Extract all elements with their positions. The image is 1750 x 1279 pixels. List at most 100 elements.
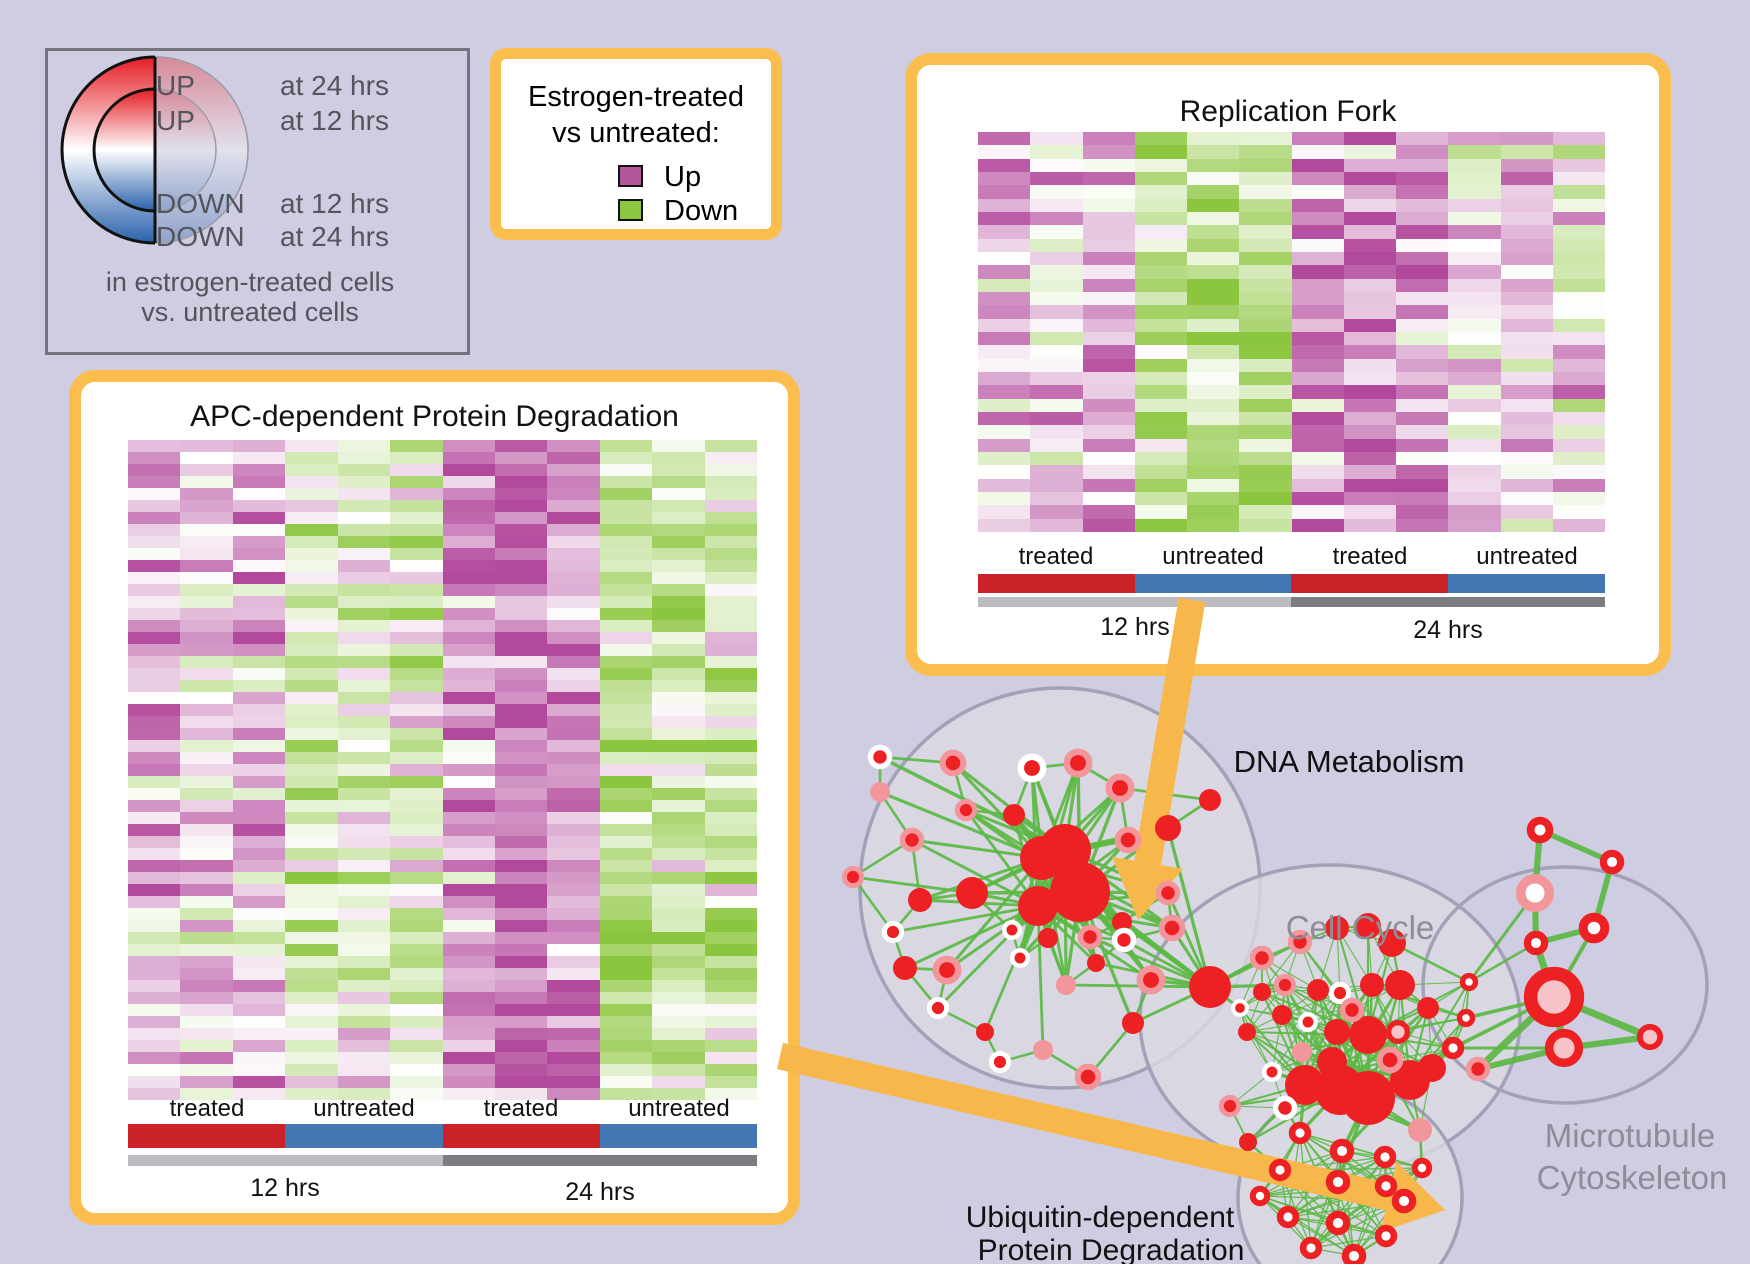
heatmap-cell <box>599 968 653 980</box>
heatmap-cell <box>1343 505 1396 519</box>
heatmap-cell <box>547 968 600 980</box>
heatmap-cell <box>494 812 548 824</box>
network-edge <box>1301 1031 1338 1053</box>
network-node <box>1020 836 1064 880</box>
network-edge <box>1397 1017 1467 1033</box>
heatmap-cell <box>1291 145 1344 159</box>
heatmap-cell <box>1134 251 1187 266</box>
heatmap-cell <box>232 992 286 1004</box>
network-edge <box>1041 1048 1090 1079</box>
heatmap-cell <box>547 1040 600 1052</box>
heatmap-cell <box>599 1040 653 1052</box>
network-edge <box>1336 992 1341 1033</box>
heatmap-cell <box>180 644 233 656</box>
network-edge <box>1338 1046 1455 1092</box>
heatmap-cell <box>1030 171 1083 186</box>
network-node <box>1292 1042 1312 1062</box>
network-edge <box>1279 1169 1312 1249</box>
heatmap-cell <box>547 584 600 596</box>
network-edge <box>1338 1088 1422 1132</box>
heatmap-cell <box>1396 211 1449 226</box>
network-edge <box>1338 991 1370 1100</box>
heatmap-cell <box>1082 278 1135 292</box>
network-edge <box>1389 1059 1433 1069</box>
heatmap-cell <box>494 572 548 584</box>
heatmap-cell <box>978 132 1031 146</box>
down-label: Down <box>664 195 739 227</box>
heatmap-cell <box>128 668 181 680</box>
network-edge <box>1304 1061 1333 1086</box>
heatmap-cell <box>232 644 286 656</box>
heatmap-cell <box>494 848 548 860</box>
heatmap-cell <box>1552 385 1605 399</box>
network-edge <box>1316 988 1342 1092</box>
heatmap-cell <box>442 800 495 812</box>
heatmap-cell <box>442 1064 495 1076</box>
heatmap-cell <box>285 476 338 488</box>
network-edge <box>1208 985 1242 1010</box>
network-edge <box>1036 904 1174 930</box>
heatmap-cell <box>128 944 181 956</box>
network-edge <box>1259 1195 1312 1249</box>
network-edge <box>1304 1021 1309 1086</box>
heatmap-cell <box>652 440 705 452</box>
heatmap-cell <box>442 536 495 548</box>
heatmap-cell <box>494 668 548 680</box>
heatmap-cell <box>1343 438 1396 452</box>
heatmap-cell <box>1552 518 1605 532</box>
network-edge <box>1351 984 1401 1011</box>
heatmap-cell <box>1239 251 1292 266</box>
network-node <box>1385 970 1415 1000</box>
heatmap-cell <box>652 968 705 980</box>
heatmap-cell <box>1239 225 1292 239</box>
heatmap-cell <box>180 752 233 764</box>
network-edge <box>1338 1006 1430 1092</box>
heatmap-cell <box>599 668 653 680</box>
heatmap-cell <box>599 512 653 524</box>
network-node <box>908 888 932 912</box>
heatmap-cell <box>704 824 757 836</box>
network-edge <box>1287 1156 1386 1218</box>
network-edge <box>1036 848 1067 908</box>
heatmap-cell <box>285 1040 338 1052</box>
network-edge <box>1246 1083 1307 1144</box>
heatmap-cell <box>1448 158 1501 172</box>
heatmap-cell <box>442 920 495 932</box>
network-edge <box>1370 983 1468 1020</box>
heatmap-cell <box>337 488 391 500</box>
network-edge <box>1064 983 1212 989</box>
network-edge <box>1063 848 1068 987</box>
network-edge <box>1287 1216 1312 1249</box>
heatmap-cell <box>978 331 1031 346</box>
network-edge <box>1371 942 1393 986</box>
heatmap-cell <box>1343 278 1396 292</box>
heatmap-cell <box>180 548 233 560</box>
heatmap-cell <box>1500 278 1553 292</box>
network-node <box>1459 972 1479 992</box>
heatmap-cell <box>128 1088 181 1100</box>
heatmap-cell <box>652 596 705 608</box>
heatmap-cell <box>337 548 391 560</box>
network-edge <box>918 898 1040 908</box>
glyph-label: DOWN <box>156 221 245 252</box>
heatmap-cell <box>1030 491 1083 506</box>
heatmap-cell <box>599 884 653 896</box>
heatmap-cell <box>1239 438 1292 452</box>
network-edge <box>1094 938 1126 965</box>
network-edge <box>1287 1216 1387 1237</box>
network-edge <box>1551 925 1597 1000</box>
network-edge <box>1366 941 1394 1037</box>
heatmap-cell <box>652 788 705 800</box>
network-edge <box>1281 989 1319 1016</box>
network-edge <box>1018 890 1082 960</box>
heatmap-cell <box>1291 451 1344 466</box>
heatmap-cell <box>1291 198 1344 212</box>
heatmap-cell <box>1187 291 1240 306</box>
heatmap-cell <box>652 464 705 476</box>
ubiquitin-label-line2: Protein Degradation <box>977 1234 1245 1267</box>
network-node <box>899 827 925 853</box>
heatmap-cell <box>1030 518 1083 532</box>
heatmap-cell <box>1082 305 1135 319</box>
heatmap-cell <box>704 692 757 704</box>
heatmap-cell <box>599 1004 653 1016</box>
